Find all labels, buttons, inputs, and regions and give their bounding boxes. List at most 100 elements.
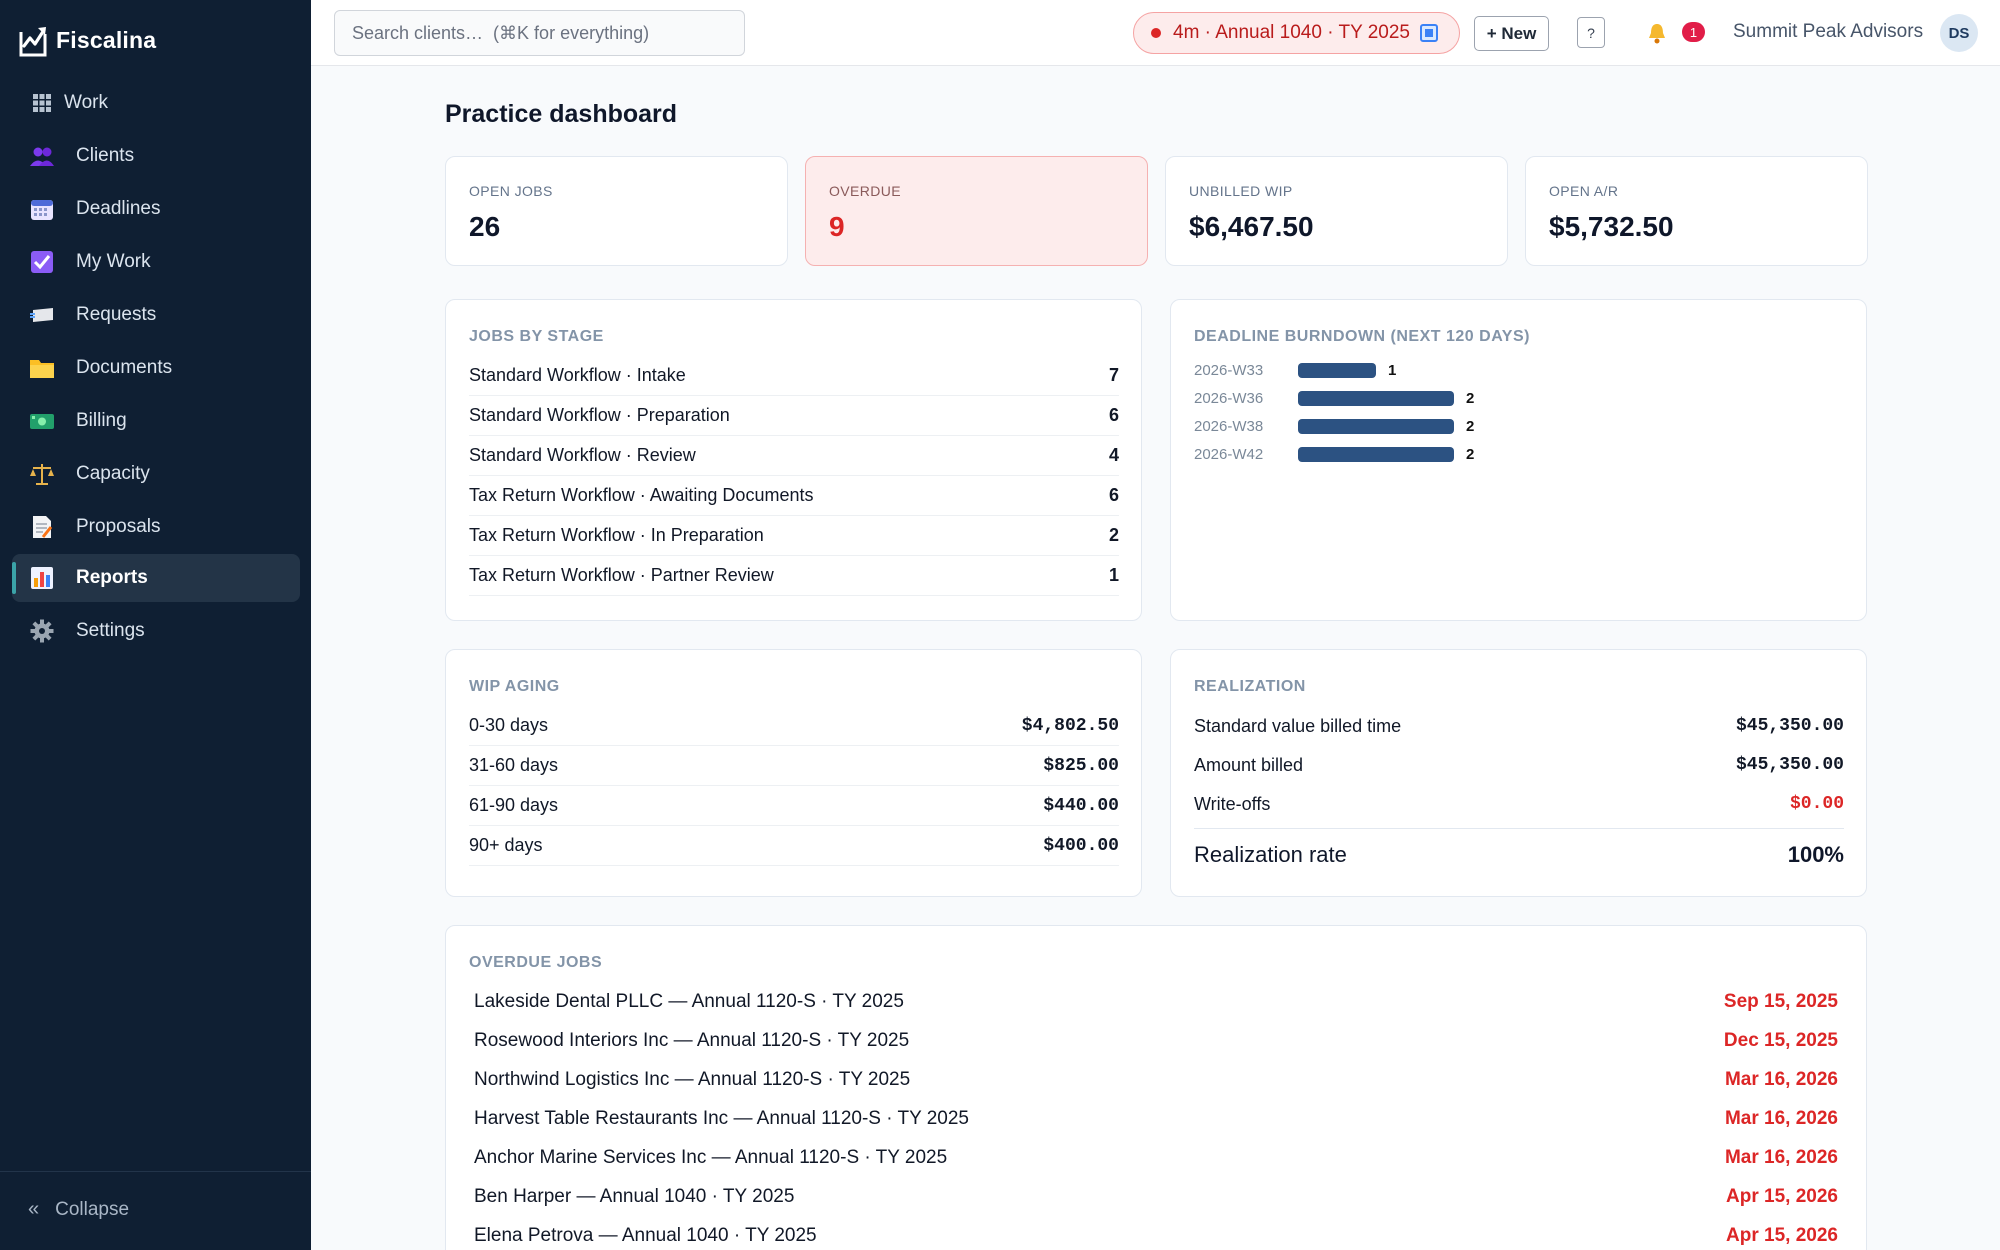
calendar-icon	[29, 196, 55, 222]
stage-row[interactable]: Standard Workflow · Intake 7	[469, 356, 1119, 396]
stage-row[interactable]: Tax Return Workflow · Partner Review 1	[469, 556, 1119, 596]
collapse-button[interactable]: « Collapse	[28, 1198, 129, 1221]
bar-chart-icon	[29, 565, 55, 591]
overdue-job-row[interactable]: Rosewood Interiors Inc — Annual 1120-S ·…	[474, 1023, 1838, 1059]
sidebar-item-reports[interactable]: Reports	[12, 554, 300, 602]
stat-value: $6,467.50	[1189, 211, 1314, 242]
stat-card-open-ar[interactable]: OPEN A/R $5,732.50	[1525, 156, 1868, 266]
stat-value: $5,732.50	[1549, 211, 1674, 242]
stage-row[interactable]: Tax Return Workflow · Awaiting Documents…	[469, 476, 1119, 516]
wip-amount: $400.00	[1043, 835, 1119, 856]
grid-icon	[29, 90, 55, 116]
sidebar-item-billing[interactable]: Billing	[12, 397, 300, 445]
sidebar-footer: « Collapse	[0, 1171, 311, 1250]
timer-label: 4m · Annual 1040 · TY 2025	[1173, 22, 1410, 43]
realization-row: Amount billed $45,350.00	[1194, 745, 1844, 785]
amount-billed-label: Amount billed	[1194, 754, 1304, 775]
stage-count: 6	[1108, 485, 1119, 505]
logo-icon	[19, 27, 47, 57]
job-due-date: Dec 15, 2025	[1723, 1030, 1838, 1051]
wip-bucket-label: 0-30 days	[469, 715, 549, 735]
burndown-bar	[1298, 362, 1376, 378]
job-due-date: Mar 16, 2026	[1724, 1147, 1838, 1168]
stage-label: Tax Return Workflow · Partner Review	[469, 565, 774, 585]
sidebar-item-deadlines[interactable]: Deadlines	[12, 185, 300, 233]
collapse-label: Collapse	[55, 1198, 130, 1220]
stat-label: OPEN A/R	[1549, 183, 1619, 199]
overdue-job-row[interactable]: Ben Harper — Annual 1040 · TY 2025 Apr 15…	[474, 1179, 1838, 1215]
overdue-jobs-card: OVERDUE JOBS Lakeside Dental PLLC — Annu…	[445, 925, 1867, 1250]
org-switcher[interactable]: Summit Peak Advisors	[1733, 21, 1924, 42]
double-chevron-left-icon: «	[28, 1198, 40, 1220]
stage-count: 4	[1108, 445, 1119, 465]
sidebar-item-proposals[interactable]: Proposals	[12, 503, 300, 551]
sidebar-item-requests[interactable]: Requests	[12, 291, 300, 339]
stat-card-unbilled-wip[interactable]: UNBILLED WIP $6,467.50	[1165, 156, 1508, 266]
sidebar-item-documents[interactable]: Documents	[12, 344, 300, 392]
bell-icon[interactable]	[1647, 22, 1667, 44]
realization-rate-row: Realization rate 100%	[1194, 828, 1844, 880]
sidebar-item-label: Work	[64, 92, 108, 113]
sidebar-item-settings[interactable]: Settings	[12, 607, 300, 655]
overdue-job-row[interactable]: Anchor Marine Services Inc — Annual 1120…	[474, 1140, 1838, 1176]
request-icon	[29, 302, 55, 328]
sidebar-item-label: Proposals	[76, 516, 161, 537]
write-offs-label: Write-offs	[1194, 793, 1271, 814]
stop-timer-icon[interactable]	[1419, 24, 1438, 42]
overdue-job-row[interactable]: Elena Petrova — Annual 1040 · TY 2025 Apr…	[474, 1218, 1838, 1250]
sidebar-item-work[interactable]: Work	[12, 79, 300, 127]
job-due-date: Apr 15, 2026	[1726, 1225, 1838, 1246]
overdue-job-row[interactable]: Lakeside Dental PLLC — Annual 1120-S · T…	[474, 984, 1838, 1020]
burndown-count: 2	[1466, 417, 1475, 435]
burndown-count: 2	[1466, 389, 1475, 407]
help-button[interactable]: ?	[1577, 17, 1605, 48]
sidebar-item-label: Requests	[76, 304, 157, 325]
realization-rate-value: 100%	[1787, 841, 1844, 867]
brand-logo[interactable]: Fiscalina	[16, 20, 156, 60]
users-icon	[29, 143, 55, 169]
overdue-job-row[interactable]: Northwind Logistics Inc — Annual 1120-S …	[474, 1062, 1838, 1098]
burndown-count: 1	[1388, 361, 1397, 379]
sidebar-item-my-work[interactable]: My Work	[12, 238, 300, 286]
wip-row: 31-60 days $825.00	[469, 746, 1119, 786]
notification-badge: 1	[1682, 22, 1705, 42]
job-due-date: Apr 15, 2026	[1726, 1186, 1838, 1207]
stage-label: Tax Return Workflow · Awaiting Documents	[469, 485, 814, 505]
stage-row[interactable]: Standard Workflow · Preparation 6	[469, 396, 1119, 436]
realization-row: Standard value billed time $45,350.00	[1194, 706, 1844, 746]
search-input[interactable]	[334, 10, 745, 56]
sidebar-item-capacity[interactable]: Capacity	[12, 450, 300, 498]
active-timer-pill[interactable]: 4m · Annual 1040 · TY 2025	[1133, 12, 1460, 54]
stage-count: 1	[1108, 565, 1119, 585]
stat-card-open-jobs[interactable]: OPEN JOBS 26	[445, 156, 788, 266]
burndown-bar	[1298, 390, 1454, 406]
stat-card-overdue[interactable]: OVERDUE 9	[805, 156, 1148, 266]
app-name: Fiscalina	[56, 26, 157, 53]
burndown-row: 2026-W38 2	[1194, 415, 1474, 437]
new-button[interactable]: + New	[1474, 16, 1549, 51]
job-due-date: Mar 16, 2026	[1724, 1108, 1838, 1129]
realization-row: Write-offs $0.00	[1194, 784, 1844, 824]
folder-icon	[29, 355, 55, 381]
job-name: Harvest Table Restaurants Inc — Annual 1…	[474, 1108, 969, 1129]
standard-value-label: Standard value billed time	[1194, 715, 1402, 736]
stage-row[interactable]: Tax Return Workflow · In Preparation 2	[469, 516, 1119, 556]
avatar[interactable]: DS	[1940, 14, 1978, 52]
burndown-row: 2026-W36 2	[1194, 387, 1474, 409]
sidebar-item-label: Capacity	[76, 463, 150, 484]
stat-label: OVERDUE	[829, 183, 902, 199]
card-title: REALIZATION	[1194, 678, 1306, 695]
recording-dot-icon	[1151, 28, 1161, 38]
sidebar-item-clients[interactable]: Clients	[12, 132, 300, 180]
gear-icon	[29, 618, 55, 644]
job-name: Ben Harper — Annual 1040 · TY 2025	[474, 1186, 795, 1207]
job-name: Northwind Logistics Inc — Annual 1120-S …	[474, 1069, 911, 1090]
stat-value: 26	[469, 211, 501, 242]
wip-row: 61-90 days $440.00	[469, 786, 1119, 826]
card-title: OVERDUE JOBS	[469, 954, 603, 971]
write-offs-value: $0.00	[1789, 794, 1844, 814]
overdue-job-row[interactable]: Harvest Table Restaurants Inc — Annual 1…	[474, 1101, 1838, 1137]
amount-billed-value: $45,350.00	[1735, 755, 1844, 775]
stage-row[interactable]: Standard Workflow · Review 4	[469, 436, 1119, 476]
burndown-count: 2	[1466, 445, 1475, 463]
